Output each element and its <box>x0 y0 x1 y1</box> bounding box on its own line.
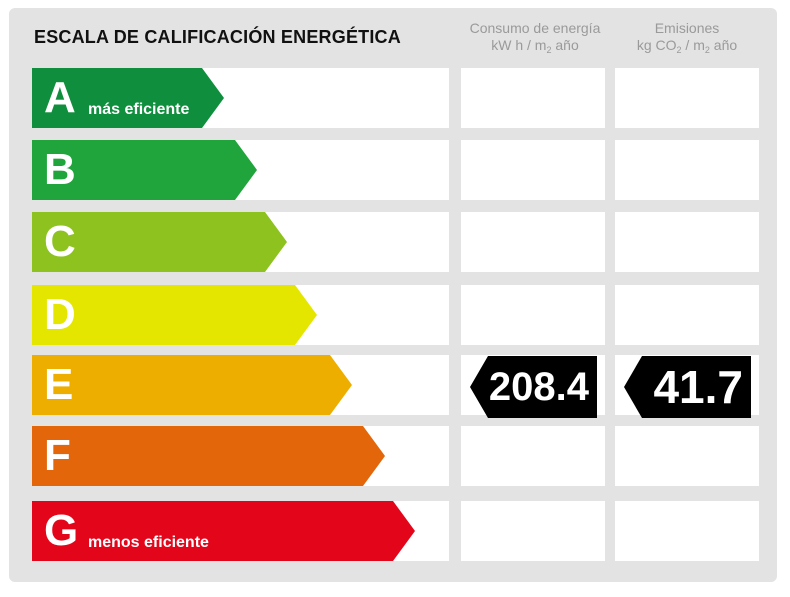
badge-value: 208.4 <box>488 365 589 409</box>
rating-arrow-shape <box>32 355 352 415</box>
emisiones-cell <box>615 140 759 200</box>
rating-letter: D <box>44 290 76 339</box>
emisiones-value-badge: 41.7 <box>624 356 751 418</box>
consumo-cell <box>461 501 605 561</box>
emisiones-cell <box>615 68 759 128</box>
rating-arrow-shape <box>32 501 415 561</box>
rating-letter: G <box>44 506 79 555</box>
rating-arrow-b: B <box>32 140 257 200</box>
rating-arrow-e: E <box>32 355 352 415</box>
rating-arrow-shape <box>32 68 224 128</box>
emisiones-cell <box>615 426 759 486</box>
consumo-cell <box>461 426 605 486</box>
rating-arrow-d: D <box>32 285 317 345</box>
consumo-header-line1: Consumo de energía <box>469 20 601 36</box>
rating-arrow-c: C <box>32 212 287 272</box>
consumo-header: Consumo de energía kW h / m2 año <box>462 20 608 55</box>
consumo-header-unit: kW h / m2 año <box>491 37 579 55</box>
rating-arrow-shape <box>32 140 257 200</box>
consumo-cell <box>461 212 605 272</box>
emisiones-header-line1: Emisiones <box>654 20 720 36</box>
emisiones-header: Emisiones kg CO2 / m2 año <box>614 20 760 55</box>
rating-letter: C <box>44 217 76 266</box>
consumo-value-badge: 208.4 <box>470 356 597 418</box>
consumo-cell <box>461 285 605 345</box>
consumo-cell <box>461 68 605 128</box>
emisiones-cell <box>615 212 759 272</box>
rating-arrow-shape <box>32 426 385 486</box>
rating-arrow-f: F <box>32 426 385 486</box>
rating-letter: B <box>44 145 76 194</box>
rating-arrow-shape <box>32 285 317 345</box>
rating-letter: A <box>44 73 76 122</box>
rating-sublabel: más eficiente <box>88 101 190 118</box>
consumo-cell <box>461 140 605 200</box>
emisiones-header-unit: kg CO2 / m2 año <box>636 37 738 55</box>
rating-sublabel: menos eficiente <box>88 534 209 551</box>
badge-value: 41.7 <box>653 361 743 413</box>
badge-shape <box>624 356 751 418</box>
scale-title: ESCALA DE CALIFICACIÓN ENERGÉTICA <box>34 27 401 47</box>
emisiones-cell <box>615 285 759 345</box>
badge-shape <box>470 356 597 418</box>
rating-arrow-shape <box>32 212 287 272</box>
rating-letter: F <box>44 431 71 480</box>
rating-letter: E <box>44 360 74 409</box>
emisiones-cell <box>615 501 759 561</box>
